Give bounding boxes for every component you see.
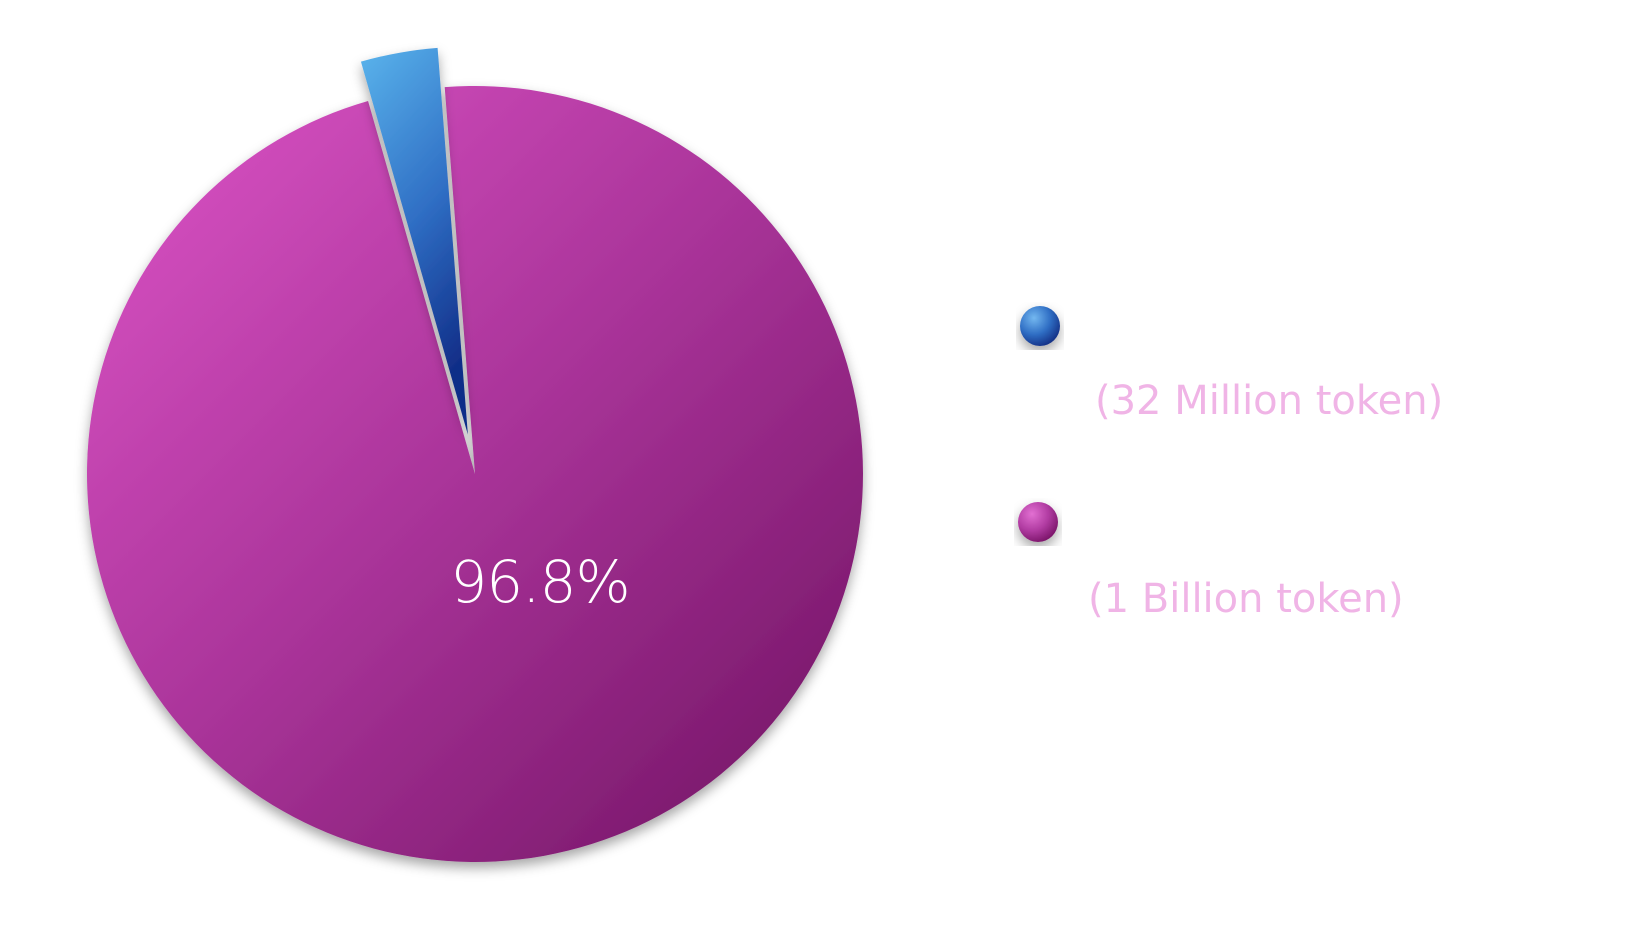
legend-label-1-billion-token: (1 Billion token) [1088,576,1404,622]
legend: (32 Million token) (1 Billion token) [1018,306,1443,622]
pie-slice-1-billion-token [86,86,863,862]
legend-marker-32-million-token [1020,306,1060,346]
pie-slice-32-million-token [360,47,468,435]
legend-marker-1-billion-token [1018,502,1058,542]
legend-label-32-million-token: (32 Million token) [1095,378,1443,424]
pie-slices [86,47,863,862]
slice-label-1-billion-token: 96.8% [450,548,629,616]
